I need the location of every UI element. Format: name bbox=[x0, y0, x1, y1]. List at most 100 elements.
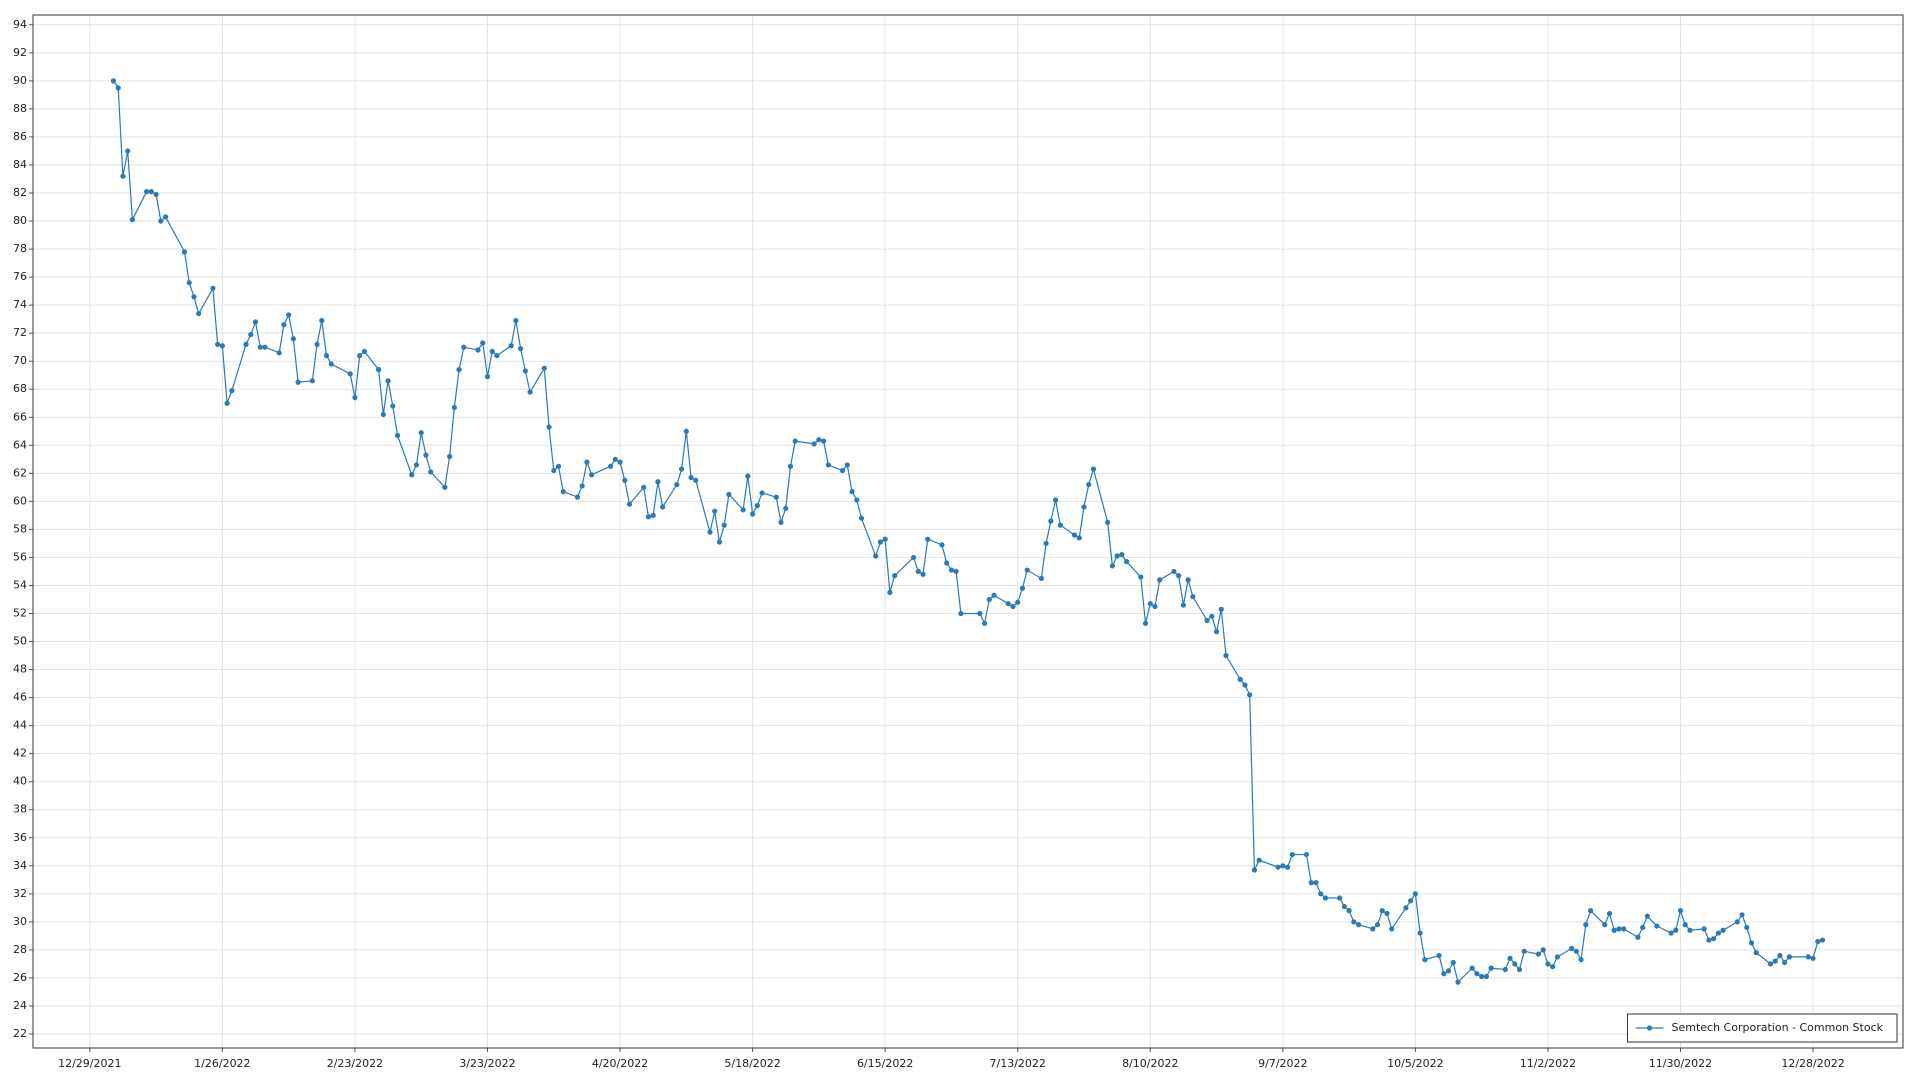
data-point bbox=[1805, 954, 1811, 960]
data-point bbox=[210, 285, 216, 291]
data-point bbox=[1024, 567, 1030, 573]
data-point bbox=[551, 467, 557, 474]
data-point bbox=[1374, 922, 1381, 928]
data-point bbox=[792, 438, 798, 444]
y-tick-label: 40 bbox=[13, 775, 27, 788]
y-tick-label: 32 bbox=[13, 887, 27, 900]
data-point bbox=[944, 560, 950, 566]
data-point bbox=[1550, 964, 1556, 970]
data-point bbox=[418, 430, 424, 436]
plot-frame bbox=[32, 14, 1904, 1049]
data-point bbox=[1502, 966, 1508, 973]
data-point bbox=[380, 411, 386, 418]
data-point bbox=[1138, 574, 1144, 580]
data-point bbox=[910, 554, 917, 561]
y-tick-label: 72 bbox=[13, 326, 27, 339]
data-point bbox=[745, 473, 751, 479]
y-tick-label: 84 bbox=[13, 158, 27, 171]
data-point bbox=[224, 400, 230, 406]
data-point bbox=[1621, 926, 1627, 932]
data-point bbox=[110, 78, 117, 84]
data-point bbox=[1677, 908, 1684, 914]
data-point bbox=[456, 367, 462, 373]
data-point bbox=[1313, 880, 1319, 886]
y-tick-label: 64 bbox=[13, 438, 27, 451]
data-point bbox=[428, 469, 434, 475]
x-tick-label: 11/2/2022 bbox=[1520, 1057, 1576, 1070]
data-point bbox=[1654, 923, 1660, 929]
data-point bbox=[574, 494, 581, 500]
data-point bbox=[839, 467, 846, 474]
data-point bbox=[740, 507, 746, 513]
data-point bbox=[1341, 903, 1347, 910]
data-point bbox=[1815, 938, 1821, 945]
y-tick-label: 88 bbox=[13, 102, 27, 115]
data-point bbox=[243, 341, 249, 347]
data-point bbox=[518, 345, 524, 352]
data-point bbox=[858, 515, 865, 521]
data-point bbox=[816, 437, 822, 443]
data-point bbox=[1043, 540, 1049, 547]
data-point bbox=[759, 490, 765, 496]
data-point bbox=[1015, 599, 1021, 605]
y-tick-label: 44 bbox=[13, 719, 27, 732]
data-point bbox=[953, 568, 959, 575]
data-point bbox=[712, 508, 718, 514]
data-point bbox=[357, 352, 363, 359]
data-point bbox=[1734, 919, 1740, 925]
data-point bbox=[1275, 864, 1281, 870]
data-point bbox=[683, 428, 689, 434]
x-tick-label: 12/28/2022 bbox=[1781, 1057, 1844, 1070]
data-point bbox=[1569, 945, 1575, 952]
data-point bbox=[1005, 601, 1011, 607]
data-point bbox=[991, 592, 997, 598]
data-point bbox=[773, 494, 779, 500]
y-tick-label: 54 bbox=[13, 578, 27, 591]
data-point bbox=[1516, 966, 1523, 973]
data-point bbox=[1218, 606, 1224, 612]
data-point bbox=[844, 462, 850, 468]
data-point bbox=[958, 610, 964, 617]
data-point bbox=[1441, 971, 1447, 977]
data-point bbox=[981, 620, 988, 626]
data-point bbox=[1019, 585, 1026, 591]
legend-marker bbox=[1646, 1025, 1653, 1031]
data-point bbox=[484, 374, 491, 380]
data-point bbox=[811, 441, 817, 447]
data-point bbox=[1123, 559, 1130, 565]
plot-area bbox=[33, 15, 1903, 1048]
data-point bbox=[375, 367, 382, 373]
data-point bbox=[1355, 922, 1362, 928]
y-tick-label: 58 bbox=[13, 522, 27, 535]
data-point bbox=[413, 462, 420, 468]
data-point bbox=[1412, 891, 1418, 897]
data-point bbox=[1071, 532, 1078, 538]
data-point bbox=[1540, 947, 1546, 953]
data-point bbox=[1223, 652, 1229, 659]
data-point bbox=[589, 472, 595, 478]
data-point bbox=[726, 491, 732, 497]
y-tick-label: 56 bbox=[13, 550, 27, 563]
x-tick-label: 12/29/2021 bbox=[58, 1057, 121, 1070]
data-point bbox=[849, 488, 855, 495]
data-point bbox=[361, 348, 367, 354]
data-point bbox=[1436, 952, 1442, 959]
y-tick-label: 92 bbox=[13, 46, 27, 59]
data-point bbox=[480, 340, 486, 346]
data-point bbox=[1668, 930, 1674, 936]
data-point bbox=[1469, 965, 1475, 971]
y-tick-label: 82 bbox=[13, 186, 27, 199]
data-point bbox=[1673, 927, 1679, 933]
data-point bbox=[1190, 594, 1196, 600]
data-point bbox=[148, 189, 154, 195]
data-point bbox=[1635, 934, 1641, 940]
data-point bbox=[939, 542, 945, 548]
y-tick-label: 38 bbox=[13, 803, 27, 816]
data-point bbox=[1242, 682, 1248, 688]
data-point bbox=[191, 294, 197, 300]
data-point bbox=[645, 514, 652, 520]
data-point bbox=[162, 214, 169, 220]
data-point bbox=[641, 484, 647, 490]
data-point bbox=[290, 336, 296, 342]
data-point bbox=[1720, 927, 1726, 933]
